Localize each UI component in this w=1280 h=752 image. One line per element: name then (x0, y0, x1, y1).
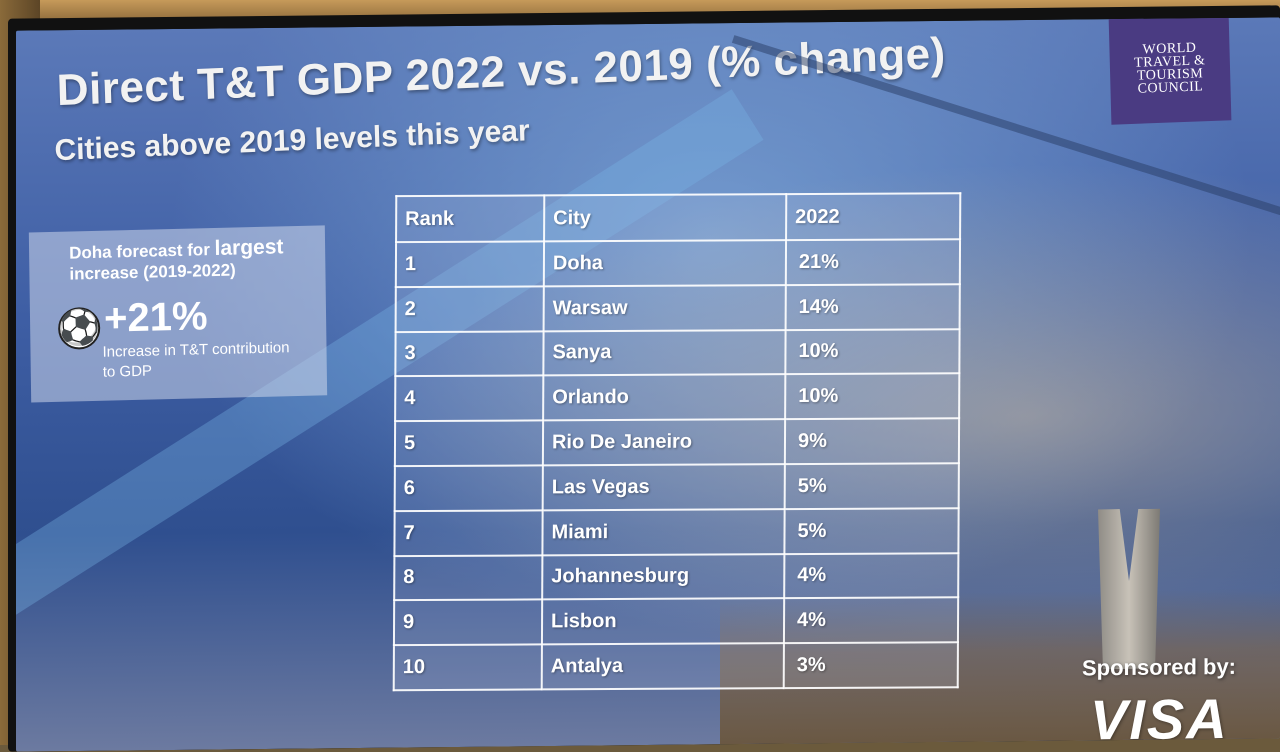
cell-city: Lisbon (541, 598, 785, 645)
table-row: 5 Rio De Janeiro 9% (394, 418, 960, 467)
cell-value: 14% (785, 284, 960, 330)
cell-city: Sanya (543, 329, 786, 376)
cell-rank: 9 (393, 599, 543, 646)
slide-title: Direct T&T GDP 2022 vs. 2019 (% change) (56, 28, 947, 116)
visa-logo: VISA (1090, 686, 1229, 752)
kingdom-tower-image (1098, 509, 1160, 670)
callout-description: Increase in T&T contribution to GDP (102, 339, 290, 381)
cell-value: 9% (784, 418, 960, 465)
cell-city: Antalya (541, 643, 784, 690)
cell-rank: 2 (395, 286, 544, 332)
header-2022: 2022 (786, 193, 961, 241)
doha-callout-box: Doha forecast for largest increase (2019… (28, 225, 328, 403)
cell-city: Doha (543, 240, 787, 287)
header-rank: Rank (396, 195, 545, 243)
cell-rank: 6 (394, 465, 543, 511)
cell-rank: 7 (394, 510, 543, 556)
cell-value: 10% (785, 328, 960, 375)
cell-rank: 3 (395, 330, 544, 377)
cell-value: 5% (784, 508, 959, 554)
cell-city: Johannesburg (542, 553, 785, 600)
callout-heading-emphasis: largest (214, 235, 284, 261)
table-row: 2 Warsaw 14% (395, 284, 960, 332)
logo-line-4: COUNCIL (1137, 79, 1204, 97)
table-row: 4 Orlando 10% (395, 373, 960, 422)
table-row: 10 Antalya 3% (393, 642, 958, 691)
cell-value: 10% (785, 373, 960, 420)
slide-subtitle: Cities above 2019 levels this year (54, 114, 531, 168)
soccer-ball-icon: ⚽ (57, 306, 101, 350)
table-row: 6 Las Vegas 5% (394, 463, 959, 511)
cell-city: Rio De Janeiro (542, 419, 786, 466)
callout-heading-suffix: increase (2019-2022) (69, 260, 236, 284)
ranking-table-grid: Rank City 2022 1 Doha 21% 2 Warsaw 14% 3 (392, 192, 962, 692)
cell-city: Miami (542, 508, 785, 555)
callout-heading-prefix: Doha forecast for (68, 240, 210, 263)
cell-rank: 8 (394, 554, 543, 601)
presentation-slide: Direct T&T GDP 2022 vs. 2019 (% change) … (16, 17, 1280, 752)
wttc-logo: WORLD TRAVEL & TOURISM COUNCIL (1108, 17, 1232, 125)
callout-value: +21% (103, 294, 208, 341)
cell-value: 4% (784, 552, 959, 599)
cell-city: Orlando (543, 374, 786, 421)
cell-value: 4% (783, 597, 959, 644)
table-row: 1 Doha 21% (395, 239, 961, 287)
header-city: City (544, 194, 787, 242)
ranking-table: Rank City 2022 1 Doha 21% 2 Warsaw 14% 3 (392, 192, 962, 692)
cell-rank: 5 (394, 420, 544, 467)
table-row: 8 Johannesburg 4% (394, 552, 959, 601)
cell-value: 3% (783, 642, 958, 689)
cell-city: Las Vegas (542, 464, 785, 511)
table-row: 9 Lisbon 4% (393, 597, 959, 646)
table-row: 3 Sanya 10% (395, 328, 960, 377)
cell-rank: 10 (393, 644, 542, 691)
callout-heading: Doha forecast for largest increase (2019… (69, 235, 320, 284)
cell-value: 5% (784, 463, 959, 509)
cell-value: 21% (785, 239, 961, 285)
cell-rank: 1 (395, 241, 545, 287)
sponsor-label: Sponsored by: (1082, 653, 1237, 681)
cell-city: Warsaw (543, 284, 786, 331)
cell-rank: 4 (395, 375, 544, 422)
table-header-row: Rank City 2022 (396, 193, 961, 243)
table-row: 7 Miami 5% (394, 508, 959, 556)
